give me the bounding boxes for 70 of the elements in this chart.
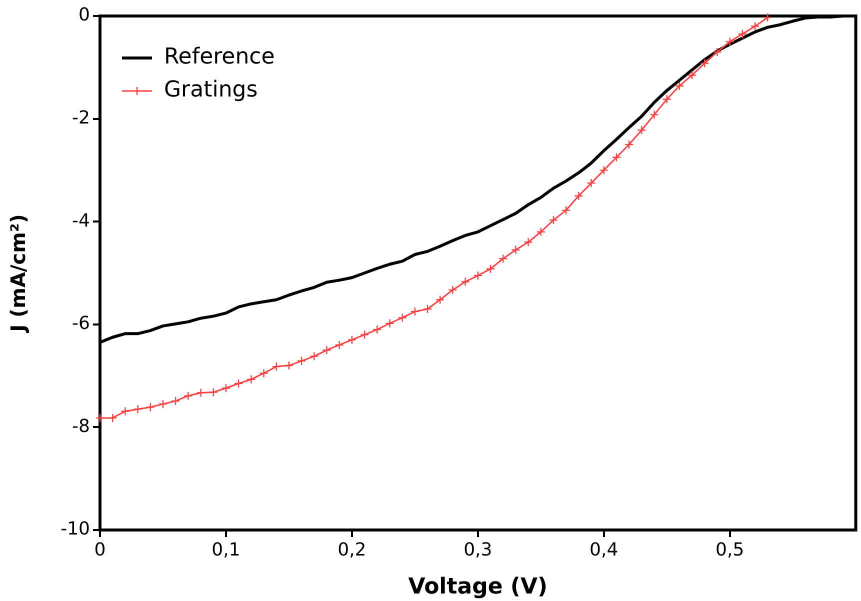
point (360, 330, 370, 340)
point (385, 318, 394, 328)
point (372, 324, 382, 334)
point (674, 81, 684, 91)
point (272, 362, 281, 372)
point (687, 70, 697, 80)
point (184, 391, 193, 400)
point (120, 406, 130, 416)
y-axis-title: J (mA/cm²) (6, 214, 30, 334)
y-tick-label: -4 (72, 210, 90, 232)
point (763, 12, 772, 22)
x-tick-label: 0,2 (338, 539, 366, 560)
point (511, 245, 520, 254)
point (133, 404, 142, 414)
point (95, 413, 105, 423)
x-tick-label: 0,1 (212, 539, 240, 560)
point (612, 152, 622, 162)
point (599, 166, 608, 175)
point (586, 178, 596, 188)
point (158, 399, 168, 409)
point (498, 254, 508, 264)
point (221, 384, 231, 393)
x-tick-label: 0,4 (590, 539, 618, 560)
point (334, 340, 344, 350)
point (108, 413, 118, 423)
point (347, 335, 357, 344)
point (536, 227, 546, 236)
point (436, 295, 445, 304)
point (322, 346, 332, 355)
point (284, 360, 294, 370)
point (662, 94, 672, 104)
x-axis-title: Voltage (V) (408, 574, 548, 600)
point (738, 29, 748, 39)
point (448, 285, 458, 295)
y-tick-label: 0 (78, 4, 90, 26)
point (712, 47, 722, 57)
x-tick-label: 0 (94, 539, 106, 560)
point (246, 374, 256, 384)
y-tick-label: -8 (72, 416, 90, 437)
point (460, 277, 470, 286)
point (196, 388, 206, 398)
point (486, 264, 496, 274)
x-tick-label: 0,3 (464, 539, 492, 560)
point (574, 191, 584, 200)
y-tick-label: -2 (72, 107, 90, 128)
point (170, 396, 180, 406)
point (296, 356, 306, 366)
legend-label: Gratings (164, 78, 258, 103)
point (398, 313, 407, 322)
point (310, 352, 319, 361)
point (637, 126, 646, 135)
point (700, 58, 710, 68)
point (234, 378, 244, 388)
point (548, 215, 558, 225)
point (561, 206, 571, 215)
point (725, 37, 734, 46)
legend-label: Reference (164, 44, 275, 70)
point (422, 304, 432, 314)
point (473, 270, 482, 280)
point (146, 402, 155, 412)
point (750, 22, 760, 31)
point (650, 110, 659, 120)
point (208, 388, 218, 397)
point (624, 140, 634, 150)
point (410, 306, 420, 316)
y-tick-label: -6 (72, 313, 90, 334)
point (259, 368, 268, 378)
point (524, 238, 533, 247)
y-tick-label: -10 (60, 518, 90, 540)
x-tick-label: 0,5 (716, 539, 744, 560)
